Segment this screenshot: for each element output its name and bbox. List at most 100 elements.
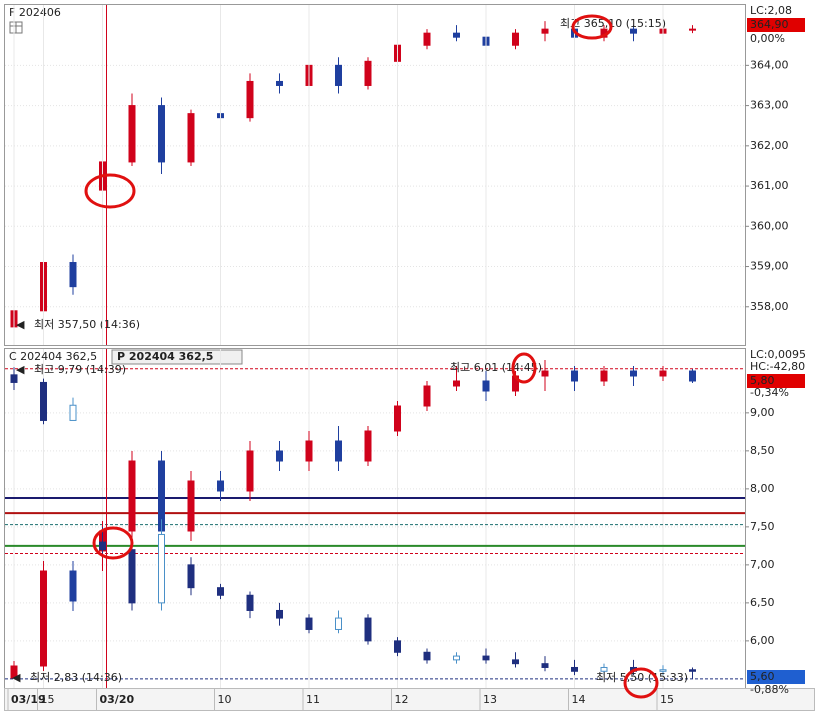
x-tick-label: 14 xyxy=(572,693,586,706)
candle-body xyxy=(482,655,490,661)
candle-body xyxy=(630,28,637,34)
candle-body xyxy=(600,370,608,382)
y-tick-label: 7,50 xyxy=(750,520,775,533)
legend-box xyxy=(111,349,243,365)
price-tag: LC:2,08 xyxy=(750,4,792,17)
candle-body xyxy=(128,549,136,604)
annotation-arrow: ◀ xyxy=(12,671,21,684)
candle-body xyxy=(689,28,696,31)
candle-body xyxy=(305,440,313,462)
candle-body xyxy=(128,460,136,532)
price-tag: 364,90 xyxy=(750,18,789,31)
y-tick-label: 364,00 xyxy=(750,58,789,71)
candle-body xyxy=(246,594,254,611)
y-tick-label: 8,50 xyxy=(750,444,775,457)
y-tick-label: 6,00 xyxy=(750,634,775,647)
candle-body xyxy=(246,80,254,119)
legend-label: F 202406 xyxy=(9,6,61,19)
highlight xyxy=(92,526,134,560)
price-tag: 0,00% xyxy=(750,32,785,45)
candle-body xyxy=(276,80,283,86)
candle-body xyxy=(69,570,77,602)
x-tick-label: 10 xyxy=(218,693,232,706)
candle-body xyxy=(394,640,401,653)
y-tick-label: 361,00 xyxy=(750,179,789,192)
legend-label: C 202404 362,5 xyxy=(9,350,97,363)
y-tick-label: 9,00 xyxy=(750,406,775,419)
candle-body xyxy=(394,405,401,432)
plot-layer: 358,00 359,00 360,00 361,00 362,00 363,00 364,… xyxy=(5,4,806,711)
y-tick-label: 7,00 xyxy=(750,558,775,571)
candle-body xyxy=(689,669,696,672)
price-tag: HC:-42,80 xyxy=(750,360,805,373)
highlight xyxy=(623,667,659,699)
y-tick-label: 360,00 xyxy=(750,219,789,232)
candle-body xyxy=(335,617,342,630)
annotation-arrow: ◀ xyxy=(16,363,25,376)
candle-body xyxy=(305,617,313,630)
candle-body xyxy=(659,669,667,672)
candle-body xyxy=(541,663,549,668)
annotation: 최저 2,83 (14:36) xyxy=(30,671,122,684)
candle-body xyxy=(187,564,195,589)
top-panel-frame xyxy=(4,4,746,346)
candle-body xyxy=(40,570,47,667)
candle-body xyxy=(571,666,578,672)
candle-body xyxy=(689,370,696,382)
x-tick-label: 15 xyxy=(41,693,55,706)
y-tick-label: 362,00 xyxy=(750,139,789,152)
candle-body xyxy=(659,370,667,377)
y-tick-label: 8,00 xyxy=(750,482,775,495)
candle-body xyxy=(600,666,608,672)
candle-body xyxy=(217,587,224,596)
candle-body xyxy=(158,533,165,604)
candle-body xyxy=(40,381,47,421)
candle-body xyxy=(335,440,342,462)
candle-body xyxy=(217,480,224,492)
candle-body xyxy=(187,113,195,163)
x-tick-label: 15 xyxy=(660,693,674,706)
price-tag-bg xyxy=(747,670,805,684)
price-tag-bg xyxy=(747,18,805,32)
candle-body xyxy=(158,105,165,163)
x-axis-strip xyxy=(4,688,815,711)
candle-body xyxy=(482,380,490,392)
x-tick-label: 11 xyxy=(306,693,320,706)
y-tick-label: 6,50 xyxy=(750,596,775,609)
annotation: 최고 6,01 (14:45) xyxy=(450,361,542,374)
price-tag-bg xyxy=(747,374,805,388)
candle-body xyxy=(423,32,431,46)
price-tag: LC:0,0095 xyxy=(750,348,806,361)
candle-body xyxy=(276,609,283,619)
annotation: 최저 5,50 (15:33) xyxy=(596,671,688,684)
candle-body xyxy=(364,617,372,642)
price-tag: -0,34% xyxy=(750,386,789,399)
highlight xyxy=(571,14,613,40)
legend-label: P 202404 362,5 xyxy=(117,350,213,363)
y-tick-label: 359,00 xyxy=(750,260,789,273)
x-tick-label: 03/20 xyxy=(100,693,135,706)
candle-body xyxy=(541,370,549,377)
annotation: 최고 9,79 (14:39) xyxy=(34,363,126,376)
candle-body xyxy=(69,404,77,421)
highlight xyxy=(84,173,136,209)
candle-body xyxy=(541,28,549,34)
candle-body xyxy=(423,385,431,407)
candle-body xyxy=(364,430,372,462)
y-tick-label: 358,00 xyxy=(750,300,789,313)
annotation: 최고 365,10 (15:15) xyxy=(560,17,666,30)
y-tick-label: 363,00 xyxy=(750,99,789,112)
highlight-circles xyxy=(84,14,659,699)
candle-body xyxy=(512,32,519,46)
candle-body xyxy=(571,370,578,382)
candle-body xyxy=(453,655,460,661)
candle-body xyxy=(335,64,342,86)
annotation: 최저 357,50 (14:36) xyxy=(34,318,140,331)
candle-body xyxy=(276,450,283,462)
x-tick-label: 12 xyxy=(395,693,409,706)
candle-body xyxy=(630,370,637,377)
price-tag: 5,60 xyxy=(750,670,775,683)
price-tag: 5,80 xyxy=(750,374,775,387)
candle-body xyxy=(10,665,18,679)
